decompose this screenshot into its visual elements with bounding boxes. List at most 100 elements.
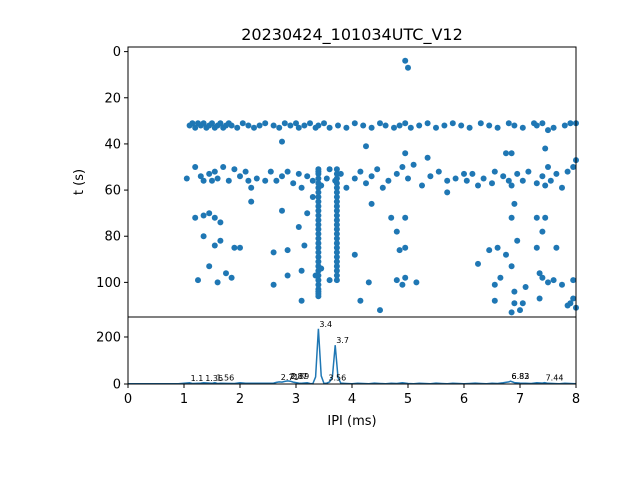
scatter-point [505,120,512,127]
scatter-point [514,237,521,244]
scatter-point [402,214,409,221]
scatter-point [435,168,442,175]
scatter-point [533,214,540,221]
scatter-point [315,293,322,300]
scatter-point [570,295,577,302]
scatter-point [225,177,232,184]
scatter-point [396,247,403,254]
scatter-point [315,281,322,288]
histogram-series-line [128,328,577,385]
scatter-point [239,120,246,127]
chart-title: 20230424_101034UTC_V12 [241,25,463,45]
scatter-point [399,281,406,288]
scatter-point [374,166,381,173]
scatter-point [553,170,560,177]
scatter-point [486,122,493,129]
scatter-point [402,120,409,127]
scatter-point [315,122,322,129]
scatter-point [189,120,196,127]
scatter-point [245,177,252,184]
scatter-point [279,138,285,145]
scatter-point [351,175,358,182]
scatter-point [315,240,322,247]
scatter-point [228,122,235,129]
scatter-point [357,297,364,304]
scatter-point [368,124,375,131]
scatter-point [214,279,221,286]
scatter-point [298,297,305,304]
y-axis-label: t (s) [72,169,87,195]
scatter-point [298,184,305,191]
scatter-point [377,307,383,314]
scatter-point [253,175,260,182]
scatter-point [333,240,340,247]
scatter-point [333,226,340,233]
scatter-point [237,173,243,180]
scatter-point [290,180,297,187]
scatter-point [433,124,439,131]
scatter-point [301,242,308,249]
scatter-point [399,164,406,170]
scatter-point [200,233,207,240]
scatter-point [293,120,299,127]
scatter-point [211,242,218,249]
scatter-point [315,175,322,182]
peak-label: 6.83 [512,372,530,381]
scatter-point [385,177,392,184]
scatter-point [360,122,367,129]
scatter-point [315,184,322,191]
scatter-point [393,170,400,177]
peak-label: 2.71 [281,373,299,382]
histogram-plot-frame [127,316,577,385]
scatter-point [388,214,395,221]
scatter-point [441,122,448,129]
scatter-point [197,173,204,180]
scatter-point [333,212,340,219]
scatter-point [533,180,540,187]
scatter-point [525,168,532,175]
scatter-point [475,260,481,267]
scatter-point [570,277,577,284]
peak-label: 3.4 [319,320,332,329]
scatter-point [489,180,495,187]
scatter-point [206,263,213,270]
scatter-point [379,184,386,191]
scatter-point [363,143,369,150]
scatter-point [309,194,316,200]
top-axis-ticks: 0 20 40 60 80 100 [96,45,128,291]
scatter-point [315,272,322,279]
scatter-point [276,124,283,131]
x-tick-label: 6 [460,392,468,407]
scatter-point [407,124,414,131]
scatter-point [491,297,498,304]
y-tick-label: 60 [104,184,121,199]
scatter-point [545,127,551,134]
scatter-point [570,164,577,170]
scatter-point [508,150,515,157]
scatter-point [410,161,417,168]
scatter-point [333,175,340,182]
x-tick-label: 0 [124,392,132,407]
scatter-point [220,164,227,170]
scatter-point [315,221,322,228]
scatter-point [393,228,400,235]
y-tick-label: 20 [104,91,121,106]
histogram-y-tick-label: 0 [113,378,121,393]
scatter-point [315,198,322,205]
scatter-point [315,180,322,187]
scatter-point [533,122,540,129]
scatter-point [539,120,546,127]
scatter-point [315,277,322,284]
scatter-point [333,166,340,173]
scatter-point [206,210,213,217]
scatter-point [382,122,389,129]
scatter-point [424,154,431,161]
scatter-point [231,244,238,251]
bottom-axis-ticks: 0 200 0 1 2 3 4 5 6 7 8 [96,330,580,407]
scatter-point [234,124,241,131]
scatter-point [262,120,269,127]
scatter-point [333,189,340,196]
scatter-point [242,168,249,175]
peak-label: 1.1 [191,374,204,383]
scatter-point [315,189,322,196]
